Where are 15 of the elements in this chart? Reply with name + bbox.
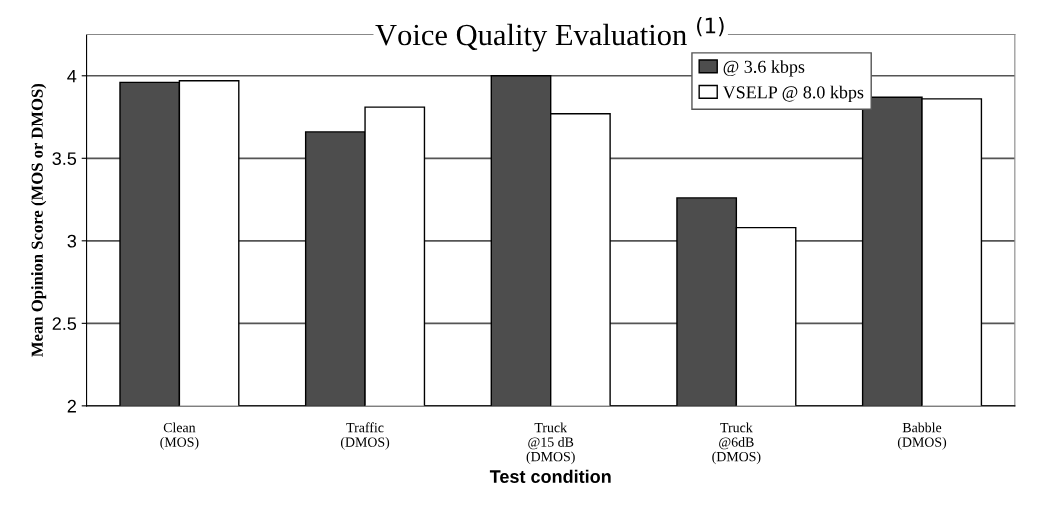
chart-title: Voice Quality Evaluation $^{(1)}$ <box>375 17 724 52</box>
x-tick-label: Truck @15 dB (DMOS) <box>526 422 575 465</box>
y-tick-label: 2 <box>67 399 76 413</box>
legend-label: @ 3.6 kbps <box>723 60 805 77</box>
x-tick-label: Truck @6dB (DMOS) <box>712 422 761 465</box>
x-tick-label: Babble (DMOS) <box>897 422 947 450</box>
legend-label: VSELP @ 8.0 kbps <box>722 85 864 103</box>
x-tick-label: Traffic (DMOS) <box>340 422 390 450</box>
y-tick-label: 3.5 <box>52 152 77 166</box>
y-axis-title: Mean Opinion Score (MOS or DMOS) <box>31 83 47 357</box>
y-tick-label: 3 <box>67 234 77 248</box>
x-tick-label: Clean (MOS) <box>160 422 199 450</box>
x-axis-title: Test condition <box>489 469 611 483</box>
y-tick-label: 2.5 <box>52 317 77 331</box>
y-tick-label: 4 <box>67 69 77 83</box>
